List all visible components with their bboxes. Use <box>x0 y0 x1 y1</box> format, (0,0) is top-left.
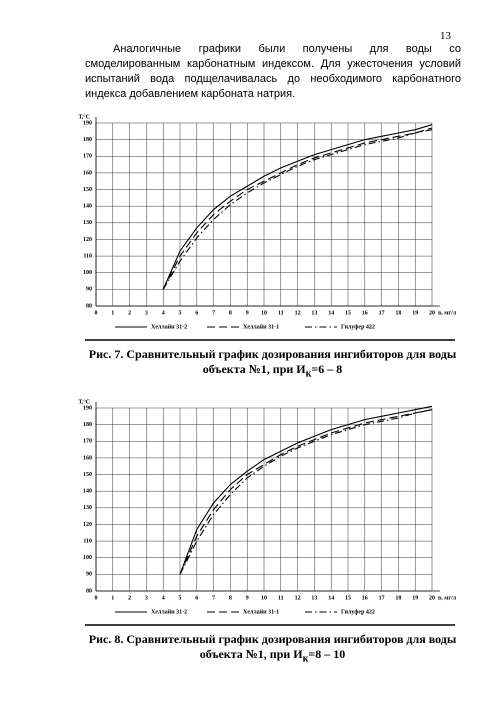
caption: Рис. 7. Сравнительный график дозирования… <box>85 347 460 381</box>
x-tick-label: 1 <box>111 310 114 316</box>
x-tick-label: 16 <box>362 595 368 601</box>
caption: Рис. 8. Сравнительный график дозирования… <box>85 632 460 666</box>
x-tick-label: 0 <box>95 310 98 316</box>
caption-text: Рис. 7. Сравнительный график дозирования… <box>88 347 457 376</box>
series-line <box>179 409 433 575</box>
y-tick-label: 150 <box>83 187 92 193</box>
x-tick-label: 11 <box>278 310 284 316</box>
x-tick-label: 15 <box>345 310 351 316</box>
x-tick-label: 18 <box>395 595 401 601</box>
x-tick-label: 3 <box>145 310 148 316</box>
x-tick-label: 5 <box>179 595 182 601</box>
caption-tail: =8 – 10 <box>308 647 346 661</box>
y-tick-label: 120 <box>83 522 92 528</box>
page-number: 13 <box>440 30 451 42</box>
x-tick-label: 9 <box>246 310 249 316</box>
y-tick-label: 150 <box>83 472 92 478</box>
x-tick-label: 20 <box>429 310 435 316</box>
x-tick-label: 19 <box>412 595 418 601</box>
series-line <box>162 127 433 290</box>
x-tick-label: 0 <box>95 595 98 601</box>
y-tick-label: 140 <box>83 204 92 210</box>
x-tick-label: 17 <box>379 310 385 316</box>
x-tick-label: 13 <box>311 310 317 316</box>
caption-sub: к <box>302 653 309 665</box>
series-line <box>162 129 433 290</box>
x-axis-label: в, мг/л <box>438 310 457 316</box>
x-tick-label: 13 <box>311 595 317 601</box>
x-tick-label: 8 <box>229 310 232 316</box>
x-tick-label: 16 <box>362 310 368 316</box>
x-tick-label: 5 <box>179 310 182 316</box>
y-tick-label: 100 <box>83 270 92 276</box>
x-tick-label: 19 <box>412 310 418 316</box>
legend-label: Хеллайн 31-2 <box>151 608 187 615</box>
x-tick-label: 14 <box>328 310 334 316</box>
y-tick-label: 190 <box>83 120 92 126</box>
y-tick-label: 110 <box>83 538 92 544</box>
x-tick-label: 14 <box>328 595 334 601</box>
y-tick-label: 130 <box>83 220 92 226</box>
x-tick-label: 9 <box>246 595 249 601</box>
x-tick-label: 12 <box>295 310 301 316</box>
y-tick-label: 180 <box>83 137 92 143</box>
y-axis-label: Т,°С <box>78 113 90 120</box>
series-line <box>162 124 433 290</box>
y-axis-label: Т,°С <box>78 398 90 405</box>
y-tick-label: 90 <box>86 572 92 578</box>
y-tick-label: 110 <box>83 253 92 259</box>
x-tick-label: 12 <box>295 595 301 601</box>
y-tick-label: 80 <box>86 588 92 594</box>
legend-label: Хеллайн 31-1 <box>243 323 279 330</box>
x-tick-label: 8 <box>229 595 232 601</box>
x-tick-label: 1 <box>111 595 114 601</box>
x-tick-label: 4 <box>162 595 165 601</box>
y-tick-label: 80 <box>86 303 92 309</box>
paragraph: Аналогичные графики были получены для во… <box>85 43 461 100</box>
legend-label: Хеллайн 31-1 <box>243 608 279 615</box>
legend-label: Гилуфер 422 <box>341 323 375 330</box>
caption-tail: =6 – 8 <box>311 362 343 376</box>
y-tick-label: 100 <box>83 555 92 561</box>
chart: 0 1 2 3 4 5 6 7 8 9 10 11 12 13 14 15 16 17 18 19 2080901001… <box>78 113 457 341</box>
series-line <box>179 409 433 575</box>
chart: 0 1 2 3 4 5 6 7 8 9 10 11 12 13 14 15 16 17 18 19 2080901001… <box>78 398 457 626</box>
x-tick-label: 6 <box>195 595 198 601</box>
x-tick-label: 4 <box>162 310 165 316</box>
x-tick-label: 17 <box>379 595 385 601</box>
y-tick-label: 130 <box>83 505 92 511</box>
y-tick-label: 90 <box>86 287 92 293</box>
x-tick-label: 10 <box>261 310 267 316</box>
caption-text: Рис. 8. Сравнительный график дозирования… <box>88 632 457 661</box>
y-tick-label: 160 <box>83 455 92 461</box>
series-line <box>179 405 433 575</box>
x-tick-label: 7 <box>212 595 215 601</box>
y-tick-label: 170 <box>83 154 92 160</box>
y-tick-label: 160 <box>83 170 92 176</box>
legend-label: Гилуфер 422 <box>341 608 375 615</box>
y-tick-label: 120 <box>83 237 92 243</box>
y-tick-label: 190 <box>83 405 92 411</box>
x-tick-label: 7 <box>212 310 215 316</box>
y-tick-label: 140 <box>83 489 92 495</box>
x-tick-label: 3 <box>145 595 148 601</box>
x-tick-label: 6 <box>195 310 198 316</box>
x-tick-label: 2 <box>128 595 131 601</box>
x-tick-label: 15 <box>345 595 351 601</box>
y-tick-label: 180 <box>83 422 92 428</box>
x-tick-label: 10 <box>261 595 267 601</box>
x-axis-label: в, мг/л <box>438 595 457 601</box>
x-tick-label: 2 <box>128 310 131 316</box>
x-tick-label: 11 <box>278 595 284 601</box>
x-tick-label: 20 <box>429 595 435 601</box>
y-tick-label: 170 <box>83 439 92 445</box>
caption-sub: к <box>305 368 312 380</box>
legend-label: Хеллайн 31-2 <box>151 323 187 330</box>
x-tick-label: 18 <box>395 310 401 316</box>
